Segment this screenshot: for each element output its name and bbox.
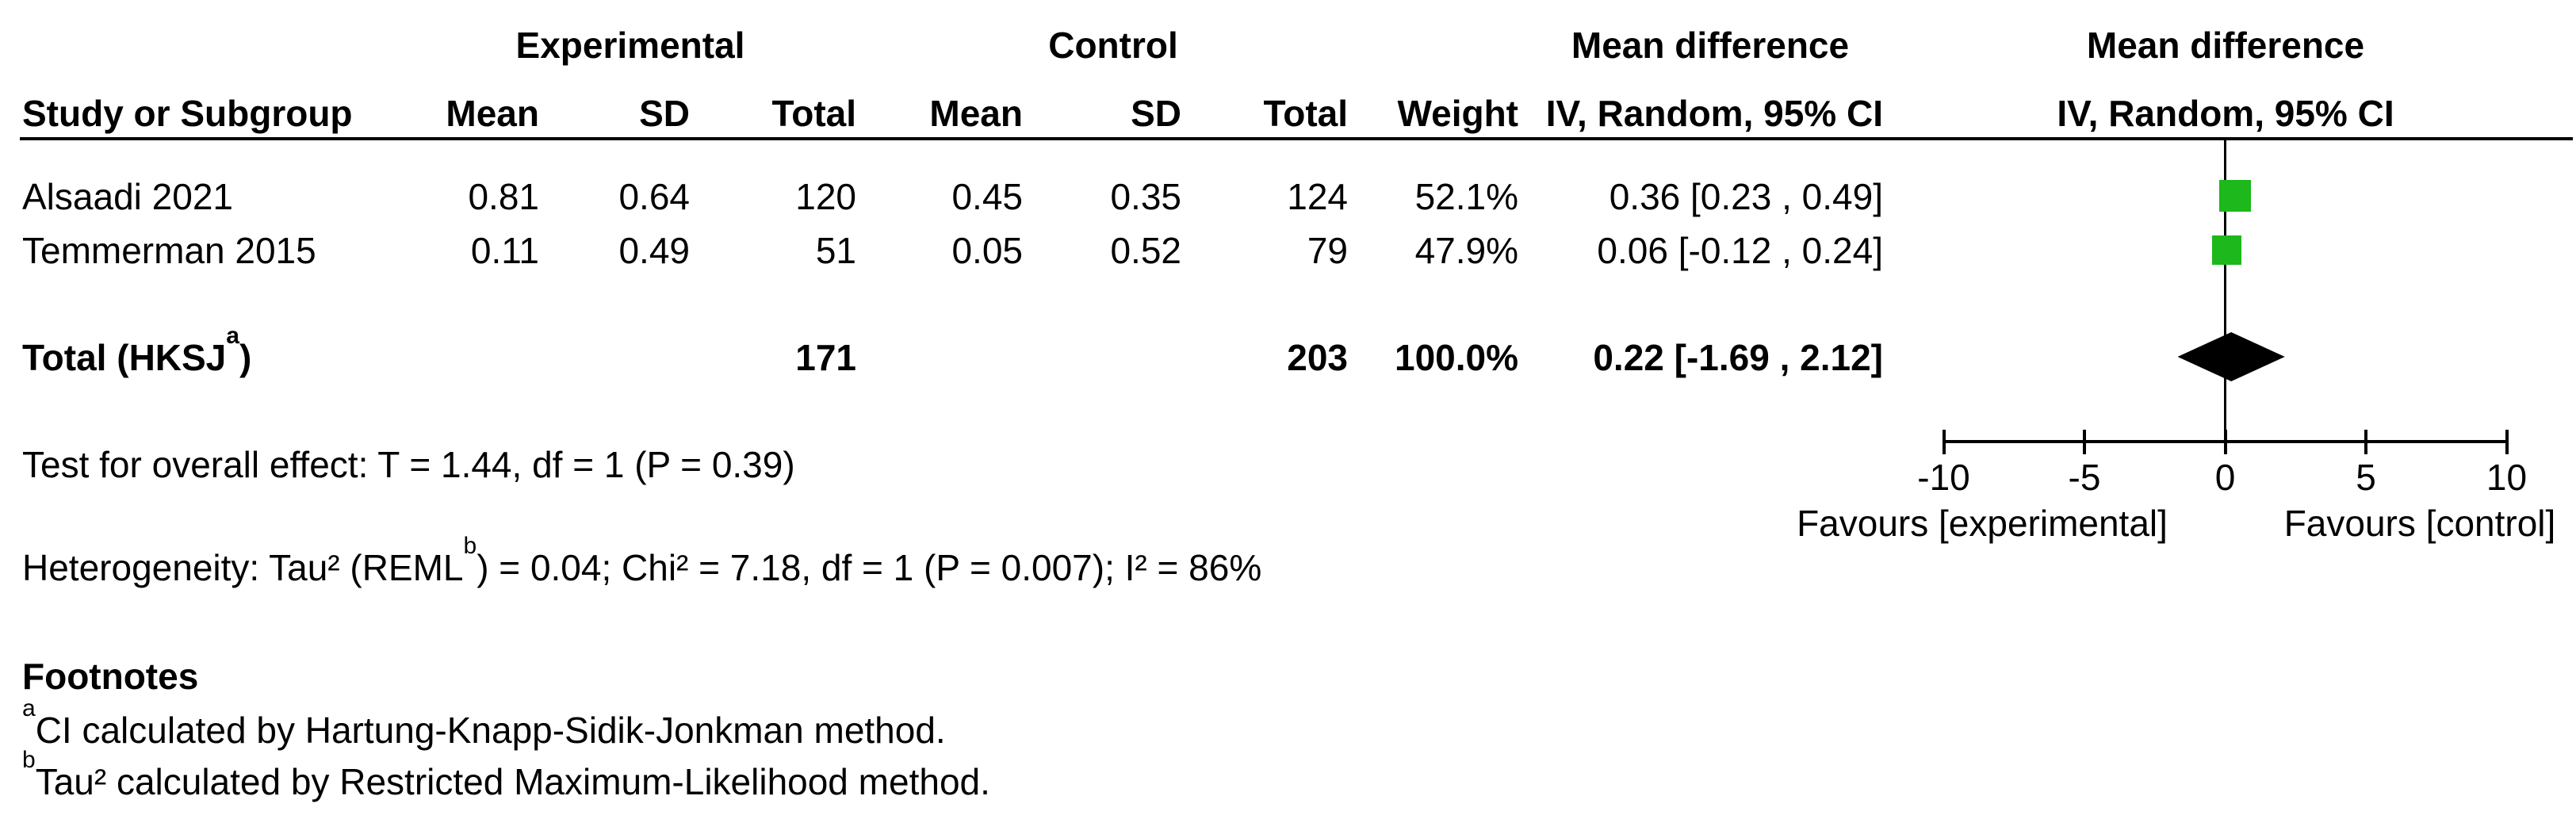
- total-label: Total (HKSJa): [22, 323, 252, 381]
- col-header-ci-text: IV, Random, 95% CI: [1545, 93, 1883, 134]
- col-header-ctrl-mean: Mean: [929, 93, 1023, 134]
- group-header-experimental: Experimental: [515, 25, 745, 66]
- group-header-control: Control: [1048, 25, 1178, 66]
- ctrl-mean-value: 0.45: [951, 176, 1023, 217]
- heterogeneity-line: Heterogeneity: Tau² (REMLb) = 0.04; Chi²…: [22, 534, 1262, 591]
- axis-tick-label: 0: [2214, 457, 2236, 498]
- footnote-a-superscript: a: [22, 694, 36, 721]
- footnote-b: bTau² calculated by Restricted Maximum-L…: [22, 748, 990, 805]
- col-header-weight: Weight: [1397, 93, 1518, 134]
- summary-diamond: [2177, 332, 2285, 381]
- axis-tick-label: -5: [2068, 457, 2101, 498]
- study-name: Alsaadi 2021: [22, 176, 233, 217]
- axis-tick: [2364, 430, 2367, 454]
- heterogeneity-text: Heterogeneity: Tau² (REML: [22, 547, 464, 588]
- footnote-b-superscript: b: [22, 746, 36, 773]
- total-exp-total: 171: [795, 337, 856, 378]
- total-ci-value: 0.22 [-1.69 , 2.12]: [1593, 337, 1883, 378]
- footnote-a: aCI calculated by Hartung-Knapp-Sidik-Jo…: [22, 696, 946, 753]
- total-weight: 100.0%: [1394, 337, 1518, 378]
- col-header-exp-sd: SD: [639, 93, 690, 134]
- overall-effect-test-line: Test for overall effect: T = 1.44, df = …: [22, 444, 795, 485]
- header-divider-line: [20, 137, 2573, 140]
- col-header-exp-total: Total: [771, 93, 856, 134]
- study-square: [2212, 235, 2242, 265]
- weight-value: 47.9%: [1414, 230, 1518, 271]
- axis-tick: [1942, 430, 1946, 454]
- col-header-ctrl-total: Total: [1263, 93, 1348, 134]
- exp-total-value: 120: [795, 176, 856, 217]
- study-name: Temmerman 2015: [22, 230, 316, 271]
- exp-sd-value: 0.64: [618, 176, 690, 217]
- total-label-close: ): [239, 337, 252, 378]
- heterogeneity-superscript: b: [463, 532, 477, 559]
- zero-effect-line: [2224, 139, 2226, 453]
- axis-tick: [2083, 430, 2086, 454]
- ctrl-total-value: 79: [1307, 230, 1348, 271]
- exp-mean-value: 0.11: [470, 230, 539, 271]
- ctrl-total-value: 124: [1287, 176, 1348, 217]
- col-header-exp-mean: Mean: [446, 93, 539, 134]
- total-label-text: Total (HKSJ: [22, 337, 227, 378]
- axis-tick-label: -10: [1917, 457, 1970, 498]
- ci-value: 0.36 [0.23 , 0.49]: [1609, 176, 1883, 217]
- ctrl-sd-value: 0.52: [1110, 230, 1181, 271]
- axis-tick: [2223, 430, 2227, 454]
- ctrl-mean-value: 0.05: [951, 230, 1023, 271]
- col-header-ctrl-sd: SD: [1131, 93, 1181, 134]
- heterogeneity-text-tail: ) = 0.04; Chi² = 7.18, df = 1 (P = 0.007…: [477, 547, 1262, 588]
- axis-tick-label: 5: [2356, 457, 2376, 498]
- footnote-b-text: Tau² calculated by Restricted Maximum-Li…: [35, 761, 990, 802]
- total-label-superscript: a: [226, 322, 239, 349]
- favours-control-label: Favours [control]: [2283, 503, 2556, 544]
- group-header-mean-difference-text: Mean difference: [1571, 25, 1850, 66]
- axis-tick-label: 10: [2486, 457, 2528, 498]
- footnotes-title: Footnotes: [22, 656, 199, 697]
- favours-experimental-label: Favours [experimental]: [1797, 503, 2168, 544]
- col-header-ci-plot: IV, Random, 95% CI: [2057, 93, 2394, 134]
- exp-sd-value: 0.49: [618, 230, 690, 271]
- ci-value: 0.06 [-0.12 , 0.24]: [1597, 230, 1883, 271]
- total-ctrl-total: 203: [1287, 337, 1348, 378]
- ctrl-sd-value: 0.35: [1110, 176, 1181, 217]
- weight-value: 52.1%: [1414, 176, 1518, 217]
- exp-total-value: 51: [815, 230, 856, 271]
- study-square: [2219, 180, 2252, 212]
- col-header-study: Study or Subgroup: [22, 93, 353, 134]
- exp-mean-value: 0.81: [468, 176, 539, 217]
- footnote-a-text: CI calculated by Hartung-Knapp-Sidik-Jon…: [35, 710, 946, 751]
- axis-tick: [2505, 430, 2509, 454]
- group-header-mean-difference-plot: Mean difference: [2086, 25, 2365, 66]
